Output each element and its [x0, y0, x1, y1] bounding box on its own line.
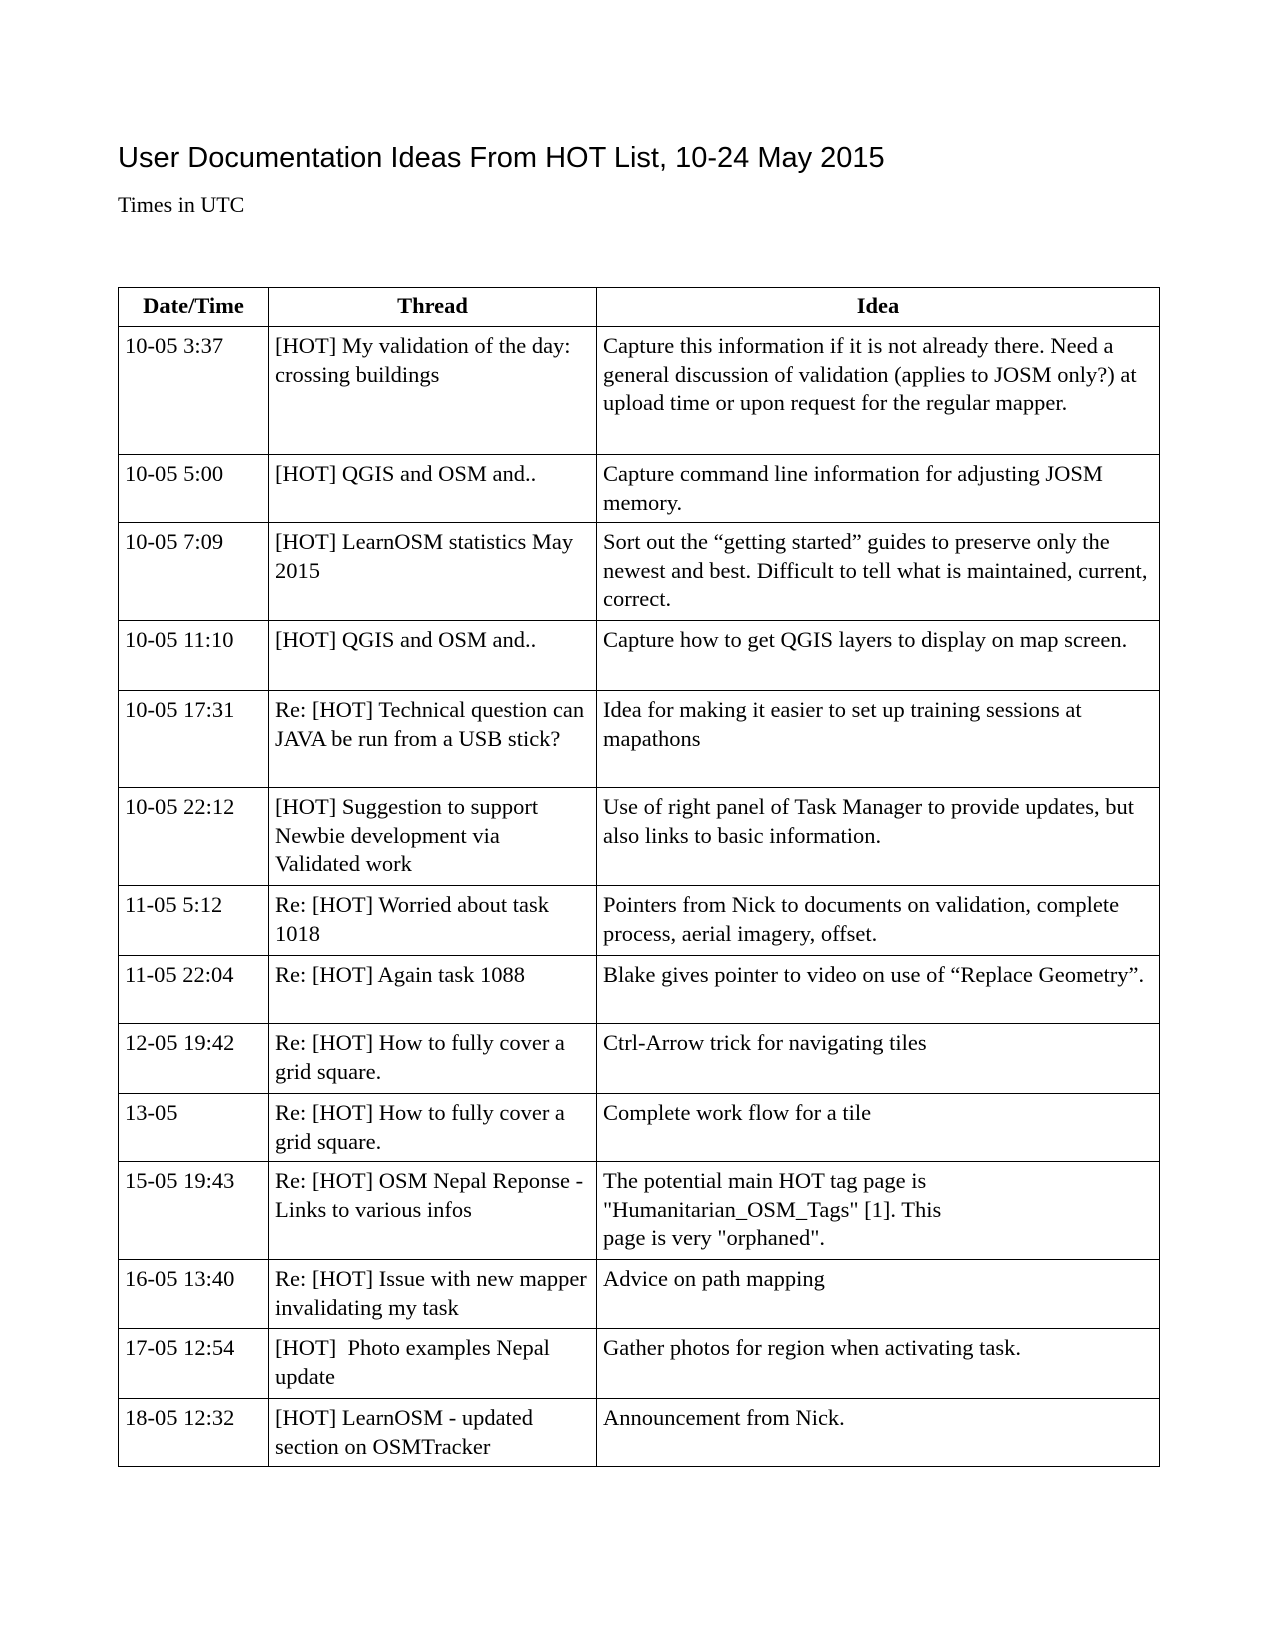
idea-cell: Complete work flow for a tile [596, 1093, 1160, 1162]
document-title: User Documentation Ideas From HOT List, … [118, 142, 885, 174]
date-cell: 10-05 22:12 [118, 787, 269, 886]
header-idea: Idea [596, 287, 1160, 327]
thread-cell: [HOT] LearnOSM - updated section on OSMT… [268, 1398, 597, 1467]
table-row: 11-05 22:04 Re: [HOT] Again task 1088 Blak… [118, 955, 1160, 1024]
thread-cell: Re: [HOT] OSM Nepal Reponse - Links to v… [268, 1161, 597, 1260]
thread-cell: Re: [HOT] How to fully cover a grid squa… [268, 1023, 597, 1094]
thread-cell: [HOT] QGIS and OSM and.. [268, 454, 597, 523]
table-row: 16-05 13:40 Re: [HOT] Issue with new mapp… [118, 1259, 1160, 1329]
thread-cell: [HOT] Suggestion to support Newbie devel… [268, 787, 597, 886]
thread-cell: Re: [HOT] How to fully cover a grid squa… [268, 1093, 597, 1162]
idea-cell: Advice on path mapping [596, 1259, 1160, 1329]
idea-cell: Capture this information if it is not al… [596, 326, 1160, 455]
idea-cell: Capture command line information for adj… [596, 454, 1160, 523]
table-row: 12-05 19:42 Re: [HOT] How to fully cover … [118, 1023, 1160, 1094]
table-row: 10-05 5:00 [HOT] QGIS and OSM and.. Captur… [118, 454, 1160, 523]
table-row: 13-05 Re: [HOT] How to fully cover a grid… [118, 1093, 1160, 1162]
date-cell: 10-05 5:00 [118, 454, 269, 523]
table-row: 10-05 17:31 Re: [HOT] Technical question … [118, 690, 1160, 788]
date-cell: 16-05 13:40 [118, 1259, 269, 1329]
idea-cell: Blake gives pointer to video on use of “… [596, 955, 1160, 1024]
document-subtitle: Times in UTC [118, 192, 245, 217]
header-thread: Thread [268, 287, 597, 327]
ideas-table: Date/Time Thread Idea 10-05 3:37 [HOT] My… [118, 287, 1160, 1467]
table-row: 10-05 3:37 [HOT] My validation of the day… [118, 326, 1160, 455]
date-cell: 18-05 12:32 [118, 1398, 269, 1467]
date-cell: 13-05 [118, 1093, 269, 1162]
idea-cell: Ctrl-Arrow trick for navigating tiles [596, 1023, 1160, 1094]
table-row: 10-05 11:10 [HOT] QGIS and OSM and.. Captu… [118, 620, 1160, 691]
idea-cell: Idea for making it easier to set up trai… [596, 690, 1160, 788]
header-date-time: Date/Time [118, 287, 269, 327]
thread-cell: [HOT] QGIS and OSM and.. [268, 620, 597, 691]
idea-cell: Capture how to get QGIS layers to displa… [596, 620, 1160, 691]
table-row: 15-05 19:43 Re: [HOT] OSM Nepal Reponse -… [118, 1161, 1160, 1260]
idea-cell: Announcement from Nick. [596, 1398, 1160, 1467]
date-cell: 10-05 7:09 [118, 522, 269, 621]
date-cell: 10-05 11:10 [118, 620, 269, 691]
table-row: 18-05 12:32 [HOT] LearnOSM - updated sect… [118, 1398, 1160, 1467]
idea-cell: Sort out the “getting started” guides to… [596, 522, 1160, 621]
thread-cell: Re: [HOT] Worried about task 1018 [268, 885, 597, 956]
date-cell: 10-05 17:31 [118, 690, 269, 788]
table-row: 10-05 7:09 [HOT] LearnOSM statistics May … [118, 522, 1160, 621]
table-row: 11-05 5:12 Re: [HOT] Worried about task 1… [118, 885, 1160, 956]
date-cell: 12-05 19:42 [118, 1023, 269, 1094]
idea-cell: Gather photos for region when activating… [596, 1328, 1160, 1399]
thread-cell: Re: [HOT] Technical question can JAVA be… [268, 690, 597, 788]
thread-cell: [HOT] My validation of the day: crossing… [268, 326, 597, 455]
date-cell: 15-05 19:43 [118, 1161, 269, 1260]
thread-cell: [HOT] Photo examples Nepal update [268, 1328, 597, 1399]
idea-cell: The potential main HOT tag page is "Huma… [596, 1161, 1160, 1260]
date-cell: 17-05 12:54 [118, 1328, 269, 1399]
date-cell: 11-05 5:12 [118, 885, 269, 956]
thread-cell: Re: [HOT] Issue with new mapper invalida… [268, 1259, 597, 1329]
table-row: 17-05 12:54 [HOT] Photo examples Nepal up… [118, 1328, 1160, 1399]
table-header-row: Date/Time Thread Idea [118, 287, 1160, 327]
thread-cell: [HOT] LearnOSM statistics May 2015 [268, 522, 597, 621]
idea-cell: Use of right panel of Task Manager to pr… [596, 787, 1160, 886]
date-cell: 10-05 3:37 [118, 326, 269, 455]
date-cell: 11-05 22:04 [118, 955, 269, 1024]
thread-cell: Re: [HOT] Again task 1088 [268, 955, 597, 1024]
table-row: 10-05 22:12 [HOT] Suggestion to support N… [118, 787, 1160, 886]
idea-cell: Pointers from Nick to documents on valid… [596, 885, 1160, 956]
